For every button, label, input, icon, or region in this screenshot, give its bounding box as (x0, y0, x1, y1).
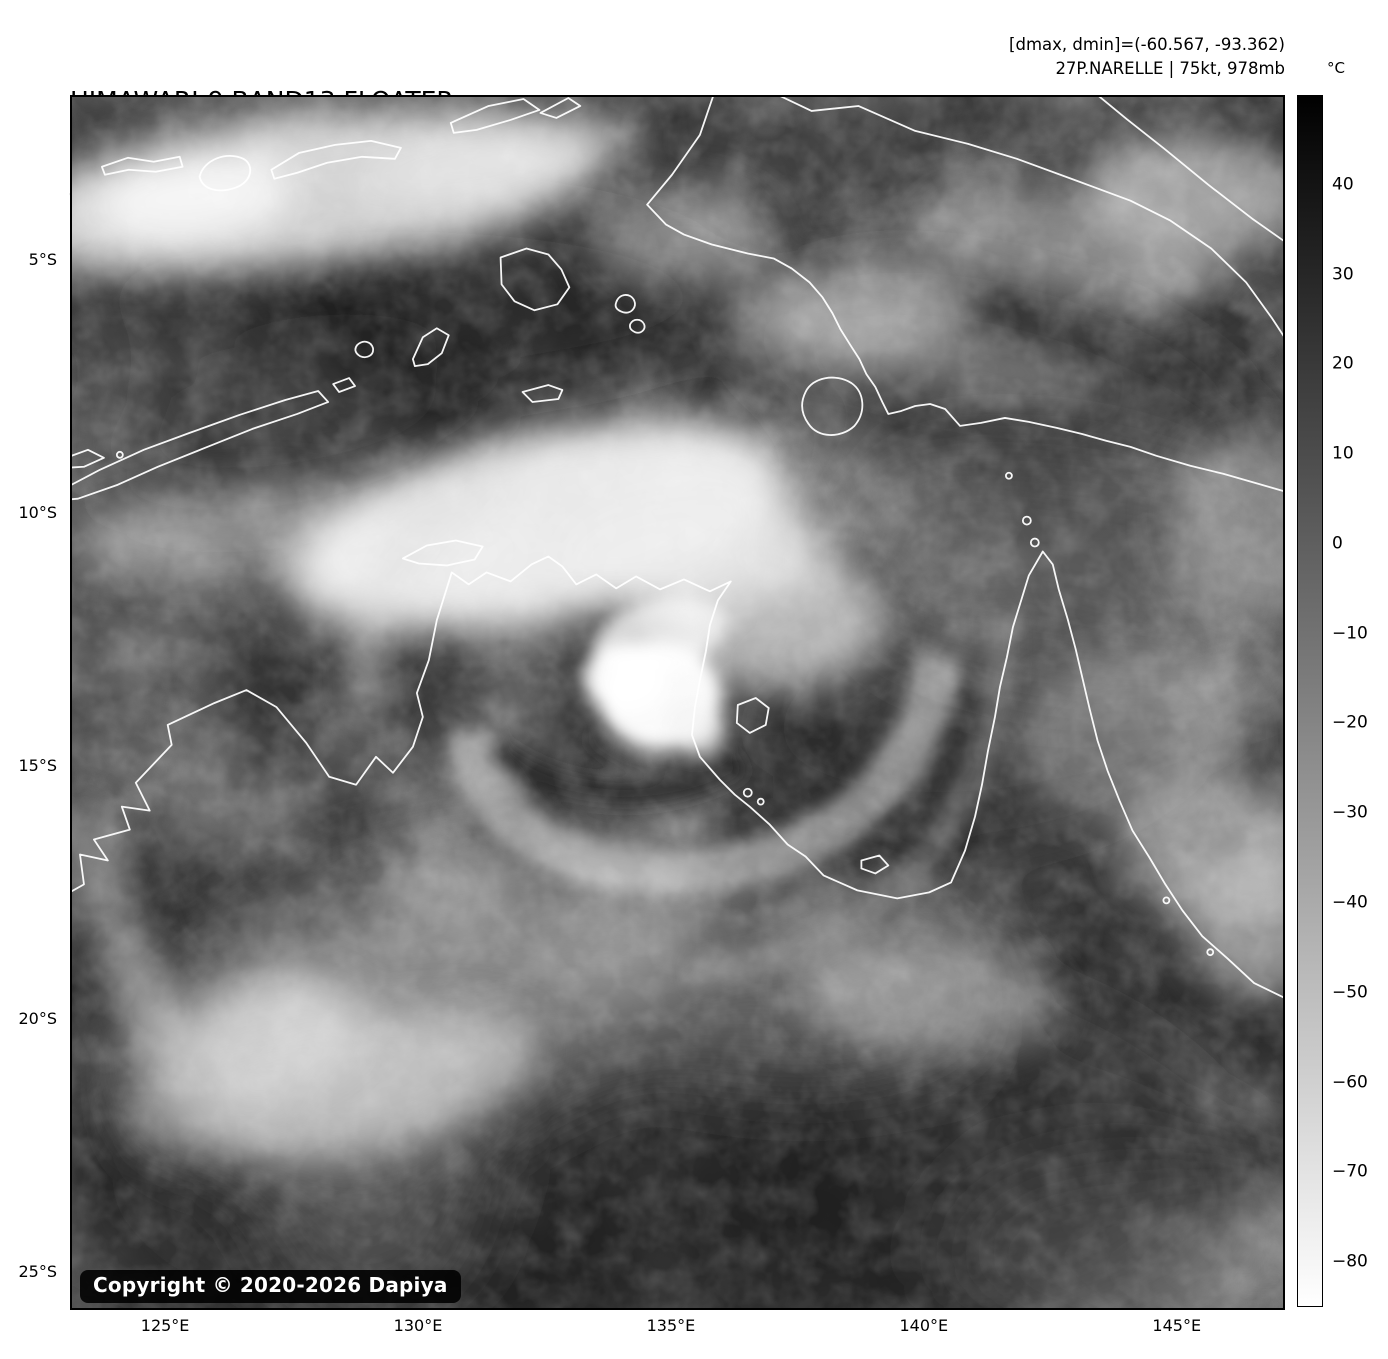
colorbar-tick-label-4: 0 (1332, 533, 1343, 554)
lat-tick-label-0: 5°S (28, 250, 57, 270)
colorbar-tick-label-12: −80 (1332, 1251, 1368, 1272)
satellite-map: Copyright © 2020-2026 Dapiya (70, 95, 1285, 1310)
colorbar-tick-label-2: 20 (1332, 353, 1354, 374)
lat-tick-label-4: 25°S (18, 1261, 57, 1281)
lon-tick-label-1: 130°E (393, 1316, 443, 1335)
colorbar-tick-label-1: 30 (1332, 264, 1354, 285)
storm-annotation: 27P.NARELLE | 75kt, 978mb (1055, 59, 1285, 78)
lon-tick-label-3: 140°E (899, 1316, 949, 1335)
meta-block: [dmax, dmin]=(-60.567, -93.362) 27P.NARE… (1009, 33, 1285, 81)
colorbar-tick-label-9: −50 (1332, 982, 1368, 1003)
colorbar-tick-label-5: −10 (1332, 623, 1368, 644)
lat-tick-label-1: 10°S (18, 502, 57, 522)
lat-tick-label-3: 20°S (18, 1008, 57, 1028)
colorbar-tick-label-11: −70 (1332, 1161, 1368, 1182)
lat-tick-label-2: 15°S (18, 755, 57, 775)
lon-tick-label-4: 145°E (1152, 1316, 1202, 1335)
colorbar (1297, 95, 1323, 1307)
coastline-overlay (72, 97, 1283, 999)
colorbar-tick-label-3: 10 (1332, 443, 1354, 464)
colorbar-unit-label: °C (1327, 59, 1345, 77)
satellite-image (72, 97, 1283, 1308)
colorbar-tick-label-8: −40 (1332, 892, 1368, 913)
colorbar-tick-label-7: −30 (1332, 802, 1368, 823)
colorbar-tick-label-6: −20 (1332, 713, 1368, 734)
dmax-dmin-annotation: [dmax, dmin]=(-60.567, -93.362) (1009, 35, 1285, 54)
lon-tick-label-2: 135°E (646, 1316, 696, 1335)
lon-tick-label-0: 125°E (140, 1316, 190, 1335)
colorbar-tick-label-10: −60 (1332, 1072, 1368, 1093)
copyright-badge: Copyright © 2020-2026 Dapiya (80, 1270, 461, 1303)
colorbar-tick-label-0: 40 (1332, 174, 1354, 195)
